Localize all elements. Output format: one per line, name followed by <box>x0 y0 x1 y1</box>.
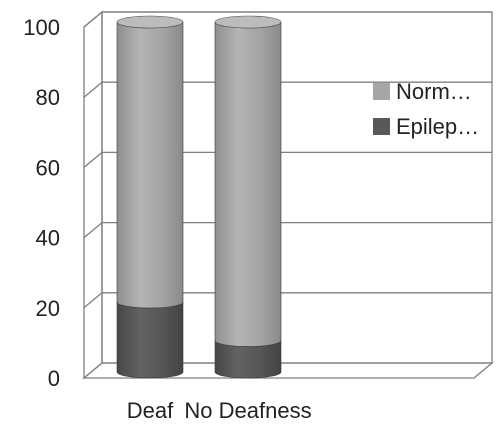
gridline-side <box>83 292 103 309</box>
y-tick-label: 0 <box>48 366 60 391</box>
legend-item: Norm… <box>373 79 472 104</box>
side-wall <box>83 10 103 380</box>
y-tick-label: 80 <box>36 85 60 110</box>
x-axis-labels: Deaf No Deafness <box>127 398 312 423</box>
y-tick-label: 100 <box>23 15 60 40</box>
bar-segment <box>116 295 184 379</box>
legend-item: Epilep… <box>373 114 479 139</box>
y-tick-label: 40 <box>36 226 60 251</box>
y-tick-label: 60 <box>36 155 60 180</box>
bar-segment <box>214 15 282 347</box>
bar-segment <box>116 15 184 309</box>
gridline-side <box>83 81 103 98</box>
legend-label: Norm… <box>396 79 472 104</box>
x-tick-label: Deaf <box>127 398 174 423</box>
legend: Norm… Epilep… <box>373 79 479 139</box>
gridline-side <box>83 11 103 28</box>
bars <box>116 15 282 379</box>
legend-swatch <box>373 83 390 100</box>
y-tick-label: 20 <box>36 296 60 321</box>
x-tick-label: No Deafness <box>184 398 311 423</box>
y-axis-ticks: 0 20 40 60 80 100 <box>23 15 60 391</box>
legend-label: Epilep… <box>396 114 479 139</box>
gridline-side <box>83 222 103 239</box>
gridline-side <box>83 151 103 168</box>
legend-swatch <box>373 118 390 135</box>
